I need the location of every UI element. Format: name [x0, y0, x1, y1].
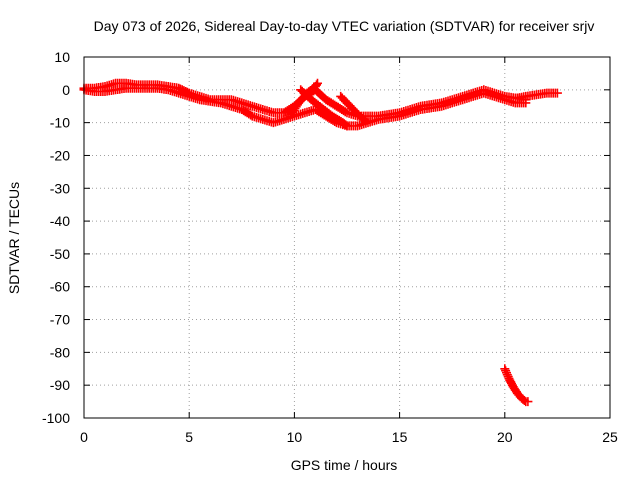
y-tick-label: -30 [50, 180, 70, 196]
plot-area-border [83, 56, 611, 419]
y-axis-label: SDTVAR / TECUs [6, 182, 22, 294]
y-tick-label: -80 [50, 344, 70, 360]
series-cross-track-falling [296, 85, 352, 131]
y-tick-label: 10 [54, 49, 70, 65]
x-tick-label: 0 [80, 429, 88, 445]
y-tick-label: -10 [50, 115, 70, 131]
x-tick-label: 25 [602, 429, 618, 445]
series-end-segment [512, 88, 562, 103]
data-marker-track [500, 364, 533, 407]
y-tick-label: -100 [42, 410, 70, 426]
y-tick-label: -90 [50, 377, 70, 393]
x-axis-label: GPS time / hours [291, 457, 398, 473]
x-tick-label: 15 [392, 429, 408, 445]
series-cross-track-late [336, 91, 371, 126]
y-tick-label: -20 [50, 147, 70, 163]
y-tick-label: 0 [62, 82, 70, 98]
y-tick-label: -60 [50, 279, 70, 295]
x-tick-label: 20 [497, 429, 513, 445]
y-tick-label: -70 [50, 312, 70, 328]
y-axis-tick-labels: 10 0 -10 -20 -30 -40 -50 -60 -70 -80 -90 -100 [42, 49, 70, 426]
x-tick-label: 10 [287, 429, 303, 445]
data-marker-track [336, 91, 371, 126]
y-tick-label: -50 [50, 246, 70, 262]
chart-title: Day 073 of 2026, Sidereal Day-to-day VTE… [94, 18, 595, 34]
data-marker-track [296, 85, 352, 131]
x-axis-tick-labels: 0 5 10 15 20 25 [80, 429, 618, 445]
data-marker-track [512, 88, 562, 103]
y-tick-label: -40 [50, 213, 70, 229]
series-low-outlier-track [500, 364, 533, 407]
x-tick-label: 5 [185, 429, 193, 445]
